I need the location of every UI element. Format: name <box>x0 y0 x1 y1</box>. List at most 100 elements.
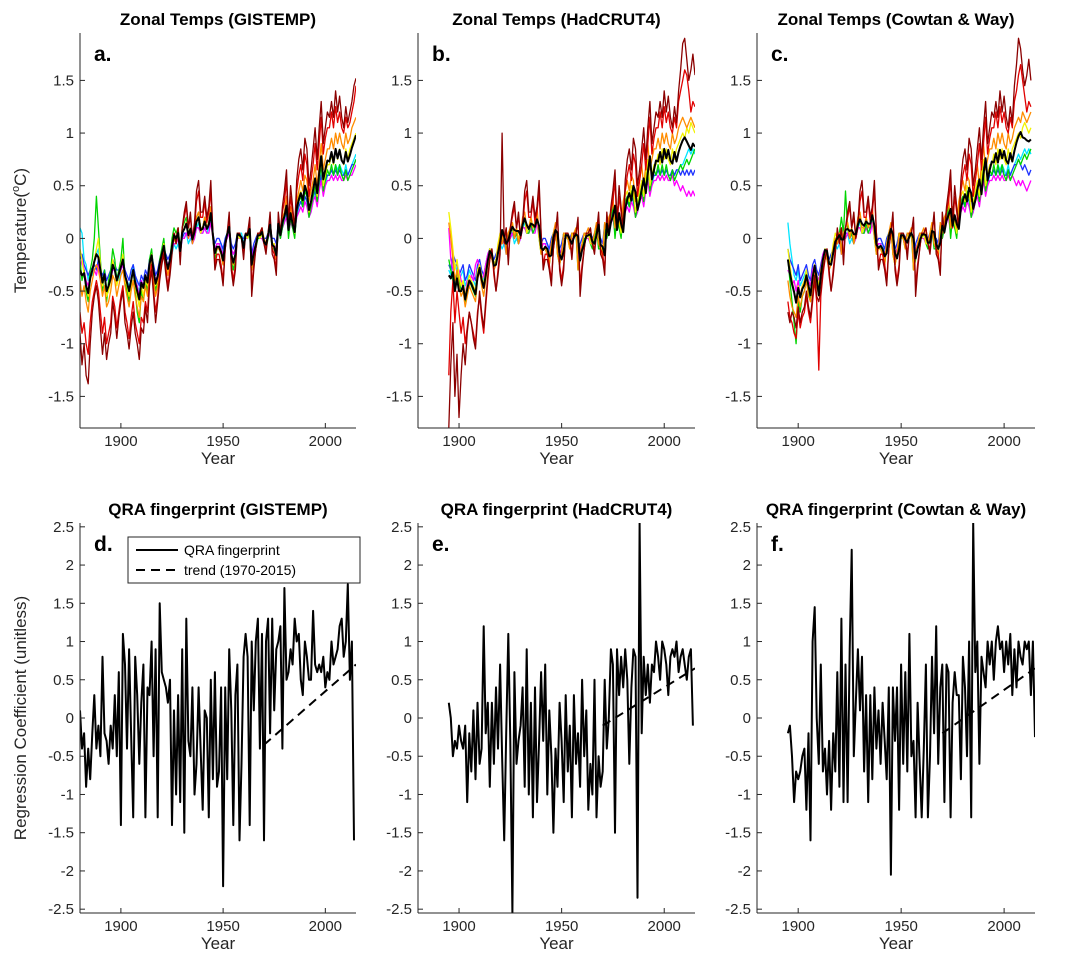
y-tick-label: 0 <box>743 230 751 247</box>
y-tick-label: 0.5 <box>53 178 74 195</box>
y-tick-label: -1 <box>399 336 412 353</box>
y-tick-label: 2 <box>404 557 412 574</box>
panel-title: Zonal Temps (Cowtan & Way) <box>777 10 1014 29</box>
series-line-8 <box>448 37 695 428</box>
y-axis-label: Temperature(oC) <box>10 168 30 293</box>
y-tick-label: 2.5 <box>391 519 412 536</box>
y-tick-label: -1 <box>61 336 74 353</box>
x-tick-label: 2000 <box>648 433 681 450</box>
y-tick-label: 0 <box>743 710 751 727</box>
y-tick-label: -0.5 <box>725 283 751 300</box>
trend-line-2 <box>602 667 695 727</box>
series-line-7 <box>80 85 356 355</box>
x-tick-label: 1950 <box>884 433 917 450</box>
y-tick-label: 0.5 <box>53 672 74 689</box>
y-label-part: C) <box>11 168 30 186</box>
y-tick-label: -2 <box>399 863 412 880</box>
legend-box <box>127 536 361 584</box>
y-tick-label: -1 <box>738 786 751 803</box>
series-line-6 <box>80 117 356 319</box>
panel-letter: a. <box>94 43 112 66</box>
series-group <box>447 37 695 428</box>
y-tick-label: 0.5 <box>730 672 751 689</box>
y-tick-label: 1.5 <box>53 595 74 612</box>
y-tick-label: -0.5 <box>725 748 751 765</box>
y-tick-label: 2.5 <box>53 519 74 536</box>
panel-title: QRA fingerprint (HadCRUT4) <box>441 500 673 519</box>
y-tick-label: 2 <box>743 557 751 574</box>
y-tick-label: -1.5 <box>386 825 412 842</box>
panel-letter: b. <box>432 43 451 66</box>
x-tick-label: 1950 <box>206 433 239 450</box>
y-tick-label: -1.5 <box>386 388 412 405</box>
y-tick-label: -2.5 <box>386 901 412 918</box>
x-tick-label: 1950 <box>884 918 917 935</box>
panel-title: Zonal Temps (GISTEMP) <box>120 10 316 29</box>
x-tick-label: 1950 <box>206 918 239 935</box>
series-group <box>80 78 356 385</box>
legend-entry: QRA fingerprint <box>184 542 280 558</box>
x-tick-label: 1950 <box>545 918 578 935</box>
panel-letter: c. <box>771 43 789 66</box>
x-axis-label: Year <box>201 449 236 468</box>
y-tick-label: 1 <box>404 634 412 651</box>
y-label-part: Temperature( <box>11 192 30 293</box>
y-tick-label: 1.5 <box>391 595 412 612</box>
y-tick-label: -0.5 <box>386 283 412 300</box>
series-line-1 <box>786 523 1035 876</box>
panel-letter: d. <box>94 533 113 556</box>
y-tick-label: 2.5 <box>730 519 751 536</box>
y-tick-label: 1 <box>743 125 751 142</box>
series-group <box>447 523 695 913</box>
y-tick-label: -2.5 <box>725 901 751 918</box>
y-tick-label: -1 <box>738 336 751 353</box>
series-line-8 <box>80 78 356 385</box>
y-tick-label: 1 <box>66 634 74 651</box>
series-group <box>786 37 1032 371</box>
y-axis-label: Regression Coefficient (unitless) <box>11 596 30 840</box>
series-line-9 <box>80 134 356 301</box>
y-tick-label: 0 <box>404 710 412 727</box>
x-tick-label: 1900 <box>781 433 814 450</box>
y-tick-label: 0 <box>66 710 74 727</box>
series-group <box>786 523 1035 876</box>
y-tick-label: 1 <box>404 125 412 142</box>
series-line-1 <box>80 583 355 888</box>
panel-2: Zonal Temps (HadCRUT4) 1900 1950 2000 -1.5 -1… <box>386 10 695 468</box>
series-group <box>80 583 356 888</box>
series-line-5 <box>80 132 356 308</box>
y-tick-label: 1.5 <box>391 72 412 89</box>
x-tick-label: 1950 <box>545 433 578 450</box>
y-tick-label: 0.5 <box>391 178 412 195</box>
series-line-9 <box>447 136 695 301</box>
panel-6: QRA fingerprint (Cowtan & Way)1900 1950 20… <box>725 500 1035 953</box>
y-tick-label: 1 <box>743 634 751 651</box>
series-line-5 <box>787 121 1032 303</box>
y-tick-label: -1 <box>399 786 412 803</box>
x-tick-label: 1900 <box>104 433 137 450</box>
series-line-1 <box>80 153 356 292</box>
y-tick-label: -0.5 <box>48 283 74 300</box>
y-tick-label: 1.5 <box>730 72 751 89</box>
panel-4: QRA fingerprint (GISTEMP) 1900 1950 2000 -2.… <box>11 500 361 953</box>
series-line-1 <box>447 523 694 913</box>
x-tick-label: 1900 <box>442 433 475 450</box>
y-tick-label: -2 <box>738 863 751 880</box>
trend-line-2 <box>263 663 356 746</box>
y-tick-label: 0.5 <box>730 178 751 195</box>
y-tick-label: -1.5 <box>725 388 751 405</box>
y-tick-label: 1.5 <box>730 595 751 612</box>
x-axis-label: Year <box>879 934 914 953</box>
x-tick-label: 2000 <box>987 433 1020 450</box>
series-line-6 <box>787 111 1032 319</box>
y-tick-label: 0.5 <box>391 672 412 689</box>
y-tick-label: 0 <box>404 230 412 247</box>
x-tick-label: 2000 <box>648 918 681 935</box>
y-tick-label: 1 <box>66 125 74 142</box>
y-tick-label: -1.5 <box>48 388 74 405</box>
y-tick-label: -1.5 <box>725 825 751 842</box>
x-tick-label: 2000 <box>987 918 1020 935</box>
y-tick-label: 1.5 <box>53 72 74 89</box>
series-line-9 <box>786 131 1032 304</box>
panel-letter: f. <box>771 533 784 556</box>
